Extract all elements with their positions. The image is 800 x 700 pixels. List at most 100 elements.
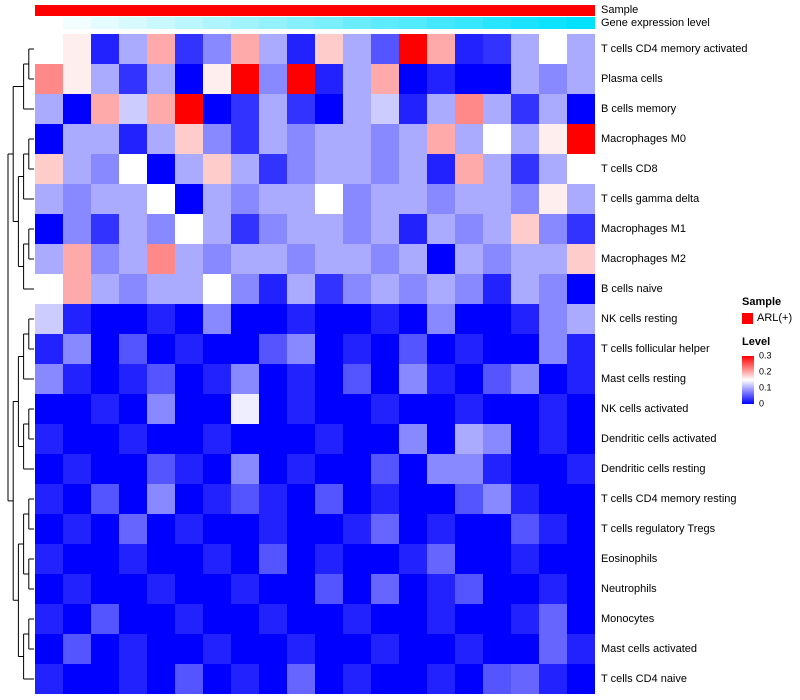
- heatmap-cell: [427, 124, 455, 154]
- heatmap-cell: [427, 574, 455, 604]
- gene-expression-annotation-cell: [315, 17, 343, 29]
- level-tick-label: 0.3: [759, 350, 772, 361]
- heatmap-cell: [287, 64, 315, 94]
- heatmap-cell: [203, 244, 231, 274]
- heatmap-cell: [231, 244, 259, 274]
- heatmap-cell: [203, 124, 231, 154]
- heatmap-cell: [455, 274, 483, 304]
- heatmap-cell: [483, 214, 511, 244]
- heatmap-cell: [203, 214, 231, 244]
- gene-expression-annotation-bar: [35, 17, 595, 29]
- heatmap-cell: [455, 454, 483, 484]
- heatmap-cell: [539, 64, 567, 94]
- heatmap-cell: [91, 544, 119, 574]
- heatmap-cell: [483, 544, 511, 574]
- row-label: T cells follicular helper: [601, 343, 710, 355]
- gene-expression-annotation-cell: [63, 17, 91, 29]
- heatmap-cell: [231, 274, 259, 304]
- legend-sample-item-label: ARL(+): [757, 312, 793, 324]
- heatmap-cell: [483, 454, 511, 484]
- heatmap-cell: [259, 274, 287, 304]
- heatmap-cell: [371, 664, 399, 694]
- heatmap-cell: [343, 394, 371, 424]
- heatmap-cell: [231, 454, 259, 484]
- gene-expression-annotation-cell: [175, 17, 203, 29]
- heatmap-cell: [315, 574, 343, 604]
- heatmap-cell: [511, 574, 539, 604]
- gene-expression-annotation-cell: [483, 17, 511, 29]
- heatmap-cell: [343, 634, 371, 664]
- heatmap-cell: [147, 34, 175, 64]
- heatmap-cell: [371, 154, 399, 184]
- heatmap-cell: [91, 214, 119, 244]
- heatmap-cell: [231, 334, 259, 364]
- legend: Sample ARL(+) Level 0.3 0.2 0.1 0: [742, 296, 792, 410]
- heatmap-cell: [91, 454, 119, 484]
- row-label: Mast cells activated: [601, 643, 697, 655]
- heatmap-cell: [203, 454, 231, 484]
- heatmap-cell: [231, 154, 259, 184]
- heatmap-cell: [371, 34, 399, 64]
- heatmap-cell: [35, 304, 63, 334]
- heatmap-cell: [175, 244, 203, 274]
- heatmap-cell: [567, 304, 595, 334]
- heatmap-cell: [567, 484, 595, 514]
- heatmap-cell: [511, 514, 539, 544]
- heatmap-cell: [567, 214, 595, 244]
- heatmap-cell: [231, 94, 259, 124]
- gene-expression-annotation-cell: [567, 17, 595, 29]
- heatmap-cell: [511, 214, 539, 244]
- heatmap-cell: [147, 634, 175, 664]
- heatmap-cell: [539, 124, 567, 154]
- heatmap-cell: [427, 634, 455, 664]
- heatmap-cell: [455, 244, 483, 274]
- heatmap-cell: [91, 184, 119, 214]
- heatmap-cell: [147, 184, 175, 214]
- heatmap-cell: [371, 574, 399, 604]
- heatmap-cell: [175, 454, 203, 484]
- heatmap-cell: [343, 454, 371, 484]
- heatmap-cell: [231, 634, 259, 664]
- heatmap-cell: [315, 634, 343, 664]
- heatmap-cell: [287, 394, 315, 424]
- heatmap-cell: [371, 604, 399, 634]
- heatmap-cell: [371, 364, 399, 394]
- heatmap-cell: [455, 394, 483, 424]
- heatmap-cell: [539, 274, 567, 304]
- gene-expression-annotation-cell: [35, 17, 63, 29]
- heatmap-cell: [147, 484, 175, 514]
- heatmap-cell: [175, 424, 203, 454]
- heatmap-cell: [287, 634, 315, 664]
- heatmap-cell: [567, 514, 595, 544]
- heatmap-cell: [259, 544, 287, 574]
- heatmap-cell: [119, 214, 147, 244]
- heatmap-cell: [119, 124, 147, 154]
- heatmap-cell: [35, 364, 63, 394]
- heatmap-cell: [455, 574, 483, 604]
- heatmap-cell: [371, 304, 399, 334]
- heatmap-cell: [119, 274, 147, 304]
- heatmap-cell: [511, 544, 539, 574]
- gene-expression-annotation-cell: [427, 17, 455, 29]
- heatmap-grid: [35, 34, 595, 694]
- heatmap-cell: [343, 244, 371, 274]
- heatmap-cell: [427, 514, 455, 544]
- heatmap-cell: [91, 154, 119, 184]
- heatmap-cell: [315, 544, 343, 574]
- heatmap-cell: [343, 304, 371, 334]
- gene-expression-annotation-cell: [399, 17, 427, 29]
- heatmap-cell: [259, 154, 287, 184]
- heatmap-cell: [203, 364, 231, 394]
- row-label: T cells gamma delta: [601, 193, 700, 205]
- gene-expression-annotation-cell: [343, 17, 371, 29]
- heatmap-cell: [483, 34, 511, 64]
- heatmap-cell: [91, 664, 119, 694]
- heatmap-cell: [539, 574, 567, 604]
- heatmap-cell: [427, 334, 455, 364]
- heatmap-cell: [203, 514, 231, 544]
- heatmap-cell: [483, 304, 511, 334]
- heatmap-cell: [231, 484, 259, 514]
- heatmap-cell: [511, 274, 539, 304]
- row-label: Dendritic cells activated: [601, 433, 717, 445]
- heatmap-cell: [63, 184, 91, 214]
